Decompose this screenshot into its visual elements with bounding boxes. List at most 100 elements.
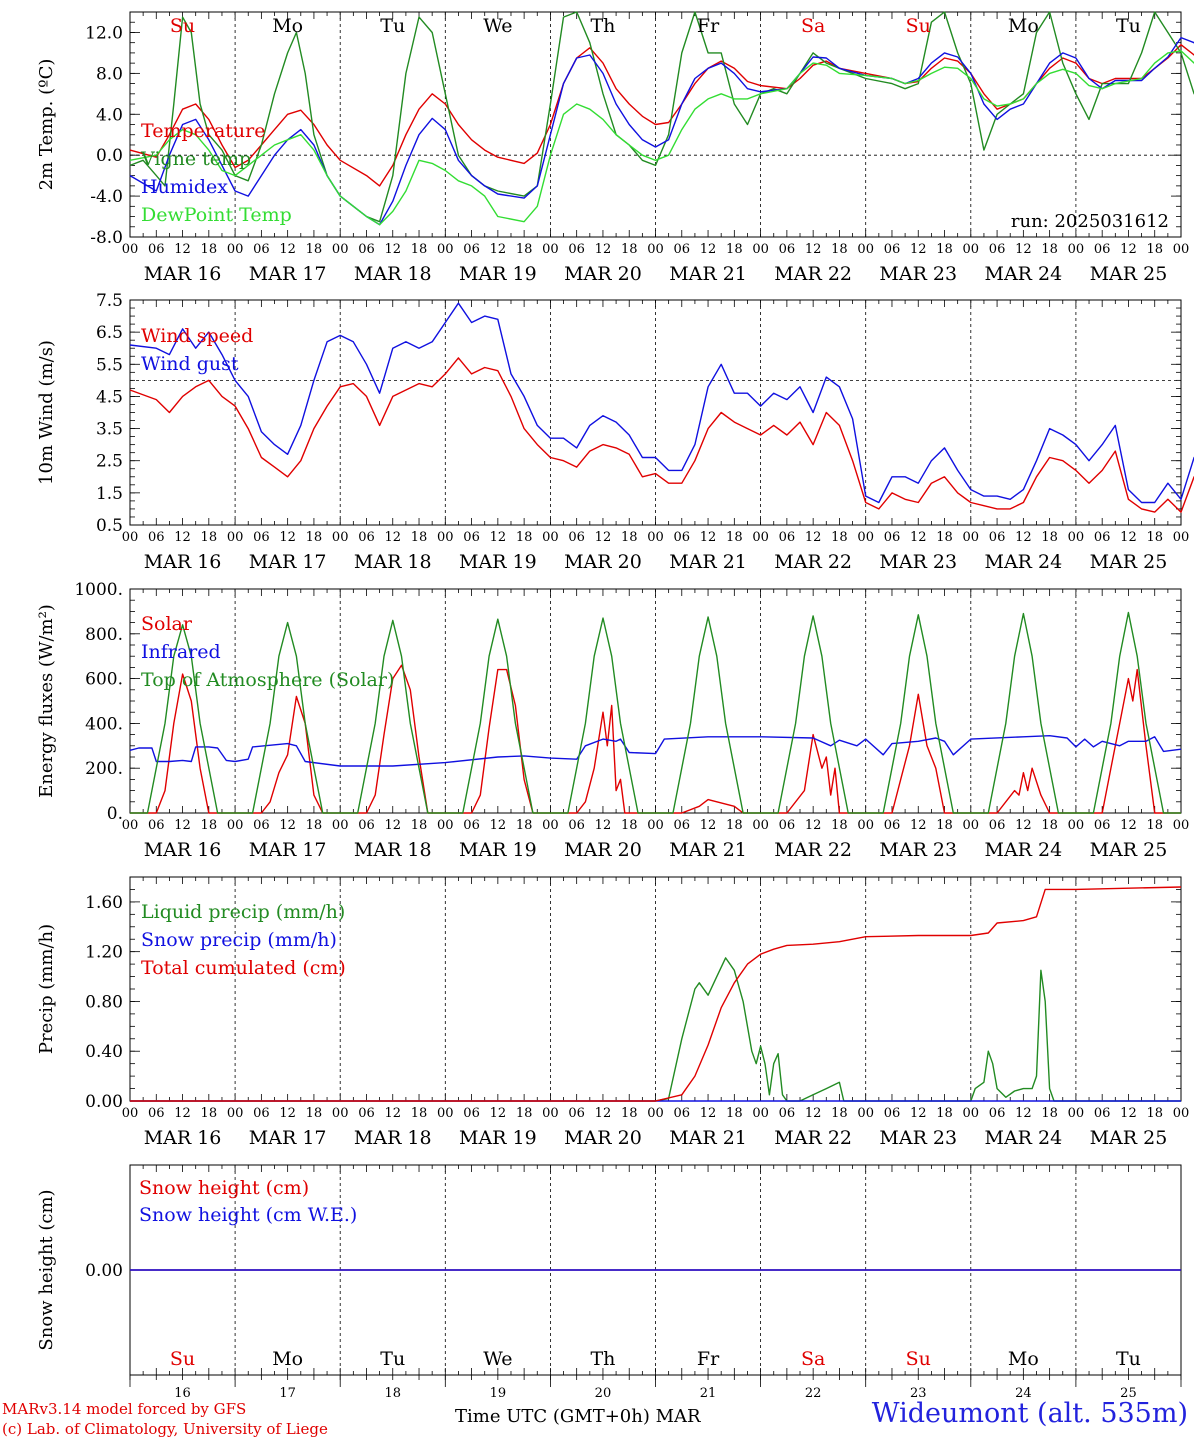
- date-label: MAR 23: [879, 551, 957, 573]
- hour-tick-label: 00: [647, 242, 664, 257]
- hour-tick-label: 18: [306, 1106, 323, 1121]
- hour-tick-label: 00: [542, 530, 559, 545]
- date-label: MAR 20: [564, 839, 642, 861]
- hour-tick-label: 06: [1094, 242, 1111, 257]
- date-label: MAR 18: [354, 263, 432, 285]
- y-tick-label: 5.5: [96, 355, 123, 375]
- series-line: [129, 357, 1194, 513]
- lab-credit: (c) Lab. of Climatology, University of L…: [2, 1420, 328, 1438]
- series-line: [129, 11, 1194, 223]
- hour-tick-label: 06: [253, 530, 270, 545]
- hour-tick-label: 00: [857, 530, 874, 545]
- day-number-label: 18: [384, 1386, 401, 1401]
- legend-entry: DewPoint Temp: [141, 204, 292, 226]
- weekday-label: Su: [170, 15, 195, 37]
- date-label: MAR 16: [144, 551, 222, 573]
- date-label: MAR 24: [984, 551, 1062, 573]
- legend-entry: Wind speed: [141, 325, 253, 347]
- date-label: MAR 25: [1090, 551, 1168, 573]
- date-label: MAR 20: [564, 263, 642, 285]
- hour-tick-label: 12: [910, 818, 927, 833]
- hour-tick-label: 00: [1173, 818, 1190, 833]
- hour-tick-label: 06: [463, 818, 480, 833]
- hour-tick-label: 18: [516, 1106, 533, 1121]
- hour-tick-label: 06: [674, 530, 691, 545]
- hour-tick-label: 12: [805, 242, 822, 257]
- hour-tick-label: 12: [279, 242, 296, 257]
- run-label: run: 2025031612: [1011, 211, 1169, 232]
- day-number-label: 25: [1120, 1386, 1137, 1401]
- hour-tick-label: 00: [1068, 1106, 1085, 1121]
- hour-tick-label: 00: [227, 818, 244, 833]
- hour-tick-label: 00: [437, 1106, 454, 1121]
- hour-tick-label: 00: [752, 818, 769, 833]
- hour-tick-label: 18: [936, 818, 953, 833]
- y-tick-label: 6.5: [96, 323, 123, 343]
- legend-entry: Total cumulated (cm): [141, 957, 346, 979]
- y-tick-label: 1.5: [96, 484, 123, 504]
- y-tick-label: 0.: [107, 804, 123, 824]
- weekday-label: Mo: [272, 15, 303, 37]
- date-label: MAR 23: [879, 263, 957, 285]
- hour-tick-label: 00: [647, 818, 664, 833]
- y-axis-label: Energy fluxes (W/m²): [36, 604, 57, 798]
- hour-tick-label: 00: [647, 530, 664, 545]
- hour-tick-label: 18: [1146, 530, 1163, 545]
- hour-tick-label: 06: [253, 1106, 270, 1121]
- hour-tick-label: 12: [1120, 530, 1137, 545]
- hour-tick-label: 12: [490, 1106, 507, 1121]
- series-line: [129, 44, 1194, 187]
- hour-tick-label: 12: [174, 1106, 191, 1121]
- y-tick-label: 4.0: [96, 105, 123, 125]
- hour-tick-label: 12: [384, 530, 401, 545]
- date-label: MAR 17: [249, 263, 327, 285]
- hour-tick-label: 18: [516, 242, 533, 257]
- hour-tick-label: 12: [384, 818, 401, 833]
- hour-tick-label: 12: [595, 530, 612, 545]
- hour-tick-label: 12: [700, 1106, 717, 1121]
- hour-tick-label: 12: [384, 1106, 401, 1121]
- hour-tick-label: 12: [1015, 818, 1032, 833]
- date-label: MAR 21: [669, 263, 747, 285]
- hour-tick-label: 18: [831, 1106, 848, 1121]
- day-number-label: 23: [910, 1386, 927, 1401]
- series-line: [129, 302, 1194, 504]
- hour-tick-label: 06: [463, 530, 480, 545]
- weekday-label: Mo: [1008, 1348, 1039, 1370]
- hour-tick-label: 12: [279, 530, 296, 545]
- legend-entry: Solar: [141, 613, 193, 635]
- hour-tick-label: 06: [358, 1106, 375, 1121]
- hour-tick-label: 06: [358, 242, 375, 257]
- hour-tick-label: 00: [332, 1106, 349, 1121]
- day-number-label: 21: [700, 1386, 717, 1401]
- legend-entry: Top of Atmosphere (Solar): [141, 669, 394, 691]
- date-label: MAR 19: [459, 839, 537, 861]
- hour-tick-label: 18: [1041, 1106, 1058, 1121]
- legend-entry: Wind gust: [141, 353, 239, 375]
- panel-0: -8.0 -4.0 0.0 4.0 8.0 12.0 2m Temp. (ºC) Temper…: [36, 11, 1194, 285]
- hour-tick-label: 06: [884, 1106, 901, 1121]
- hour-tick-label: 00: [437, 818, 454, 833]
- hour-tick-label: 18: [411, 530, 428, 545]
- weekday-label: Th: [590, 15, 615, 37]
- legend-entry: Liquid precip (mm/h): [141, 901, 345, 923]
- date-label: MAR 16: [144, 1127, 222, 1149]
- y-axis-label: 2m Temp. (ºC): [36, 59, 57, 191]
- weekday-label: Su: [906, 15, 931, 37]
- date-label: MAR 17: [249, 839, 327, 861]
- hour-tick-label: 06: [884, 242, 901, 257]
- hour-tick-label: 12: [805, 530, 822, 545]
- hour-tick-label: 12: [910, 1106, 927, 1121]
- plot-frame: [129, 299, 1182, 526]
- hour-tick-label: 12: [595, 242, 612, 257]
- hour-tick-label: 12: [174, 530, 191, 545]
- series-line: [130, 611, 1181, 814]
- legend-entry: Snow height (cm): [139, 1177, 309, 1199]
- hour-tick-label: 18: [411, 1106, 428, 1121]
- hour-tick-label: 00: [1068, 530, 1085, 545]
- hour-tick-label: 12: [490, 242, 507, 257]
- date-label: MAR 19: [459, 551, 537, 573]
- y-axis-label: 10m Wind (m/s): [36, 340, 57, 485]
- hour-tick-label: 06: [463, 1106, 480, 1121]
